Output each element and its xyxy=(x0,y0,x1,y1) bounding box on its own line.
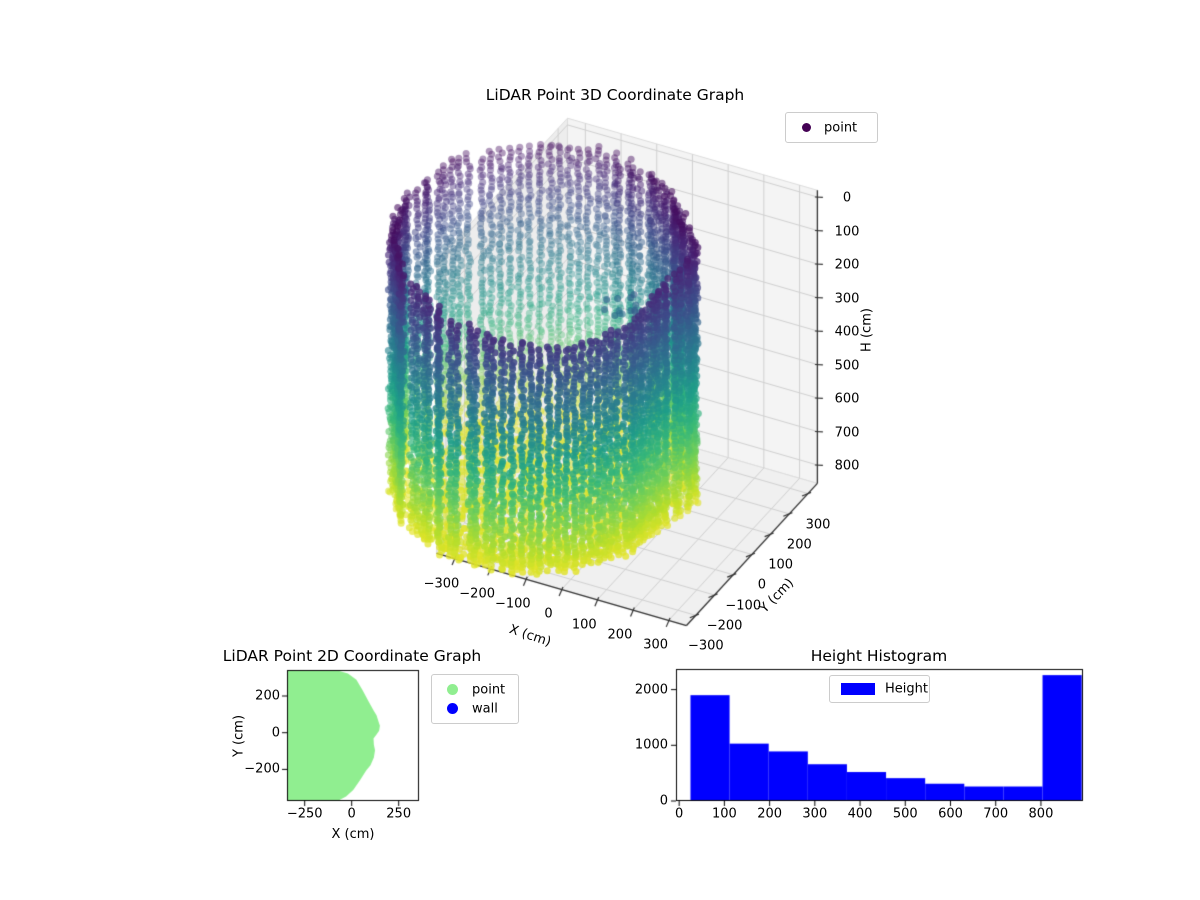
plot3d-title: LiDAR Point 3D Coordinate Graph xyxy=(485,86,745,104)
plot2d-title: LiDAR Point 2D Coordinate Graph xyxy=(222,647,482,665)
tick-label: 1000 xyxy=(634,737,668,753)
tick-label: −300 xyxy=(687,638,724,654)
tick-label: −200 xyxy=(706,618,743,634)
plot2d-yaxis-label: Y (cm) xyxy=(231,714,247,758)
tick-label: 400 xyxy=(847,806,873,822)
height-legend-patch-icon xyxy=(841,683,875,695)
tick-label: 0 xyxy=(544,606,553,622)
tick-label: −250 xyxy=(286,806,323,822)
tick-label: −100 xyxy=(494,596,531,612)
tick-label: 800 xyxy=(834,458,860,474)
tick-label: 300 xyxy=(802,806,828,822)
tick-label: 200 xyxy=(757,806,783,822)
tick-label: 500 xyxy=(892,806,918,822)
tick-label: 300 xyxy=(805,517,831,533)
histogram-title: Height Histogram xyxy=(810,647,948,665)
tick-label: 100 xyxy=(711,806,737,822)
histogram-legend-label: Height xyxy=(885,681,928,697)
tick-label: 250 xyxy=(386,806,412,822)
tick-label: 400 xyxy=(834,324,860,340)
tick-label: −100 xyxy=(725,598,762,614)
tick-label: 2000 xyxy=(634,682,668,698)
tick-label: 200 xyxy=(607,627,633,643)
tick-label: 0 xyxy=(757,577,767,593)
tick-label: 200 xyxy=(834,257,860,273)
wall-legend-marker-icon xyxy=(447,703,458,714)
tick-label: 800 xyxy=(1028,806,1054,822)
histogram-legend: Height xyxy=(829,675,930,703)
tick-label: 700 xyxy=(834,425,860,440)
tick-label: 600 xyxy=(834,391,860,407)
tick-label: 300 xyxy=(834,291,860,306)
tick-label: 700 xyxy=(983,806,1009,822)
plot3d-zaxis-label: H (cm) xyxy=(859,308,875,352)
tick-label: 200 xyxy=(786,537,812,553)
point-legend-marker-icon xyxy=(447,684,458,695)
plot3d-legend: point xyxy=(785,112,878,143)
tick-label: 100 xyxy=(834,224,860,239)
tick-label: 500 xyxy=(834,358,860,373)
tick-label: 100 xyxy=(571,617,597,633)
tick-label: 0 xyxy=(842,190,852,206)
tick-label: 0 xyxy=(659,793,668,809)
tick-label: 600 xyxy=(938,806,963,822)
tick-label: 0 xyxy=(347,806,356,822)
plot2d-xaxis-label: X (cm) xyxy=(331,827,375,842)
tick-label: 0 xyxy=(271,725,280,741)
tick-label: 200 xyxy=(255,688,280,704)
tick-label: 0 xyxy=(675,806,684,822)
plot2d-legend-label-wall: wall xyxy=(472,701,498,717)
point-legend-marker-icon xyxy=(802,123,811,132)
plot3d-legend-label: point xyxy=(824,120,858,136)
tick-label: −300 xyxy=(423,576,460,592)
plot2d-legend-label-point: point xyxy=(472,682,506,698)
tick-label: 300 xyxy=(643,637,669,653)
tick-label: −200 xyxy=(459,586,495,602)
tick-label: −200 xyxy=(244,761,280,777)
tick-label: 100 xyxy=(768,557,794,573)
plot2d-legend: point wall xyxy=(431,674,519,724)
